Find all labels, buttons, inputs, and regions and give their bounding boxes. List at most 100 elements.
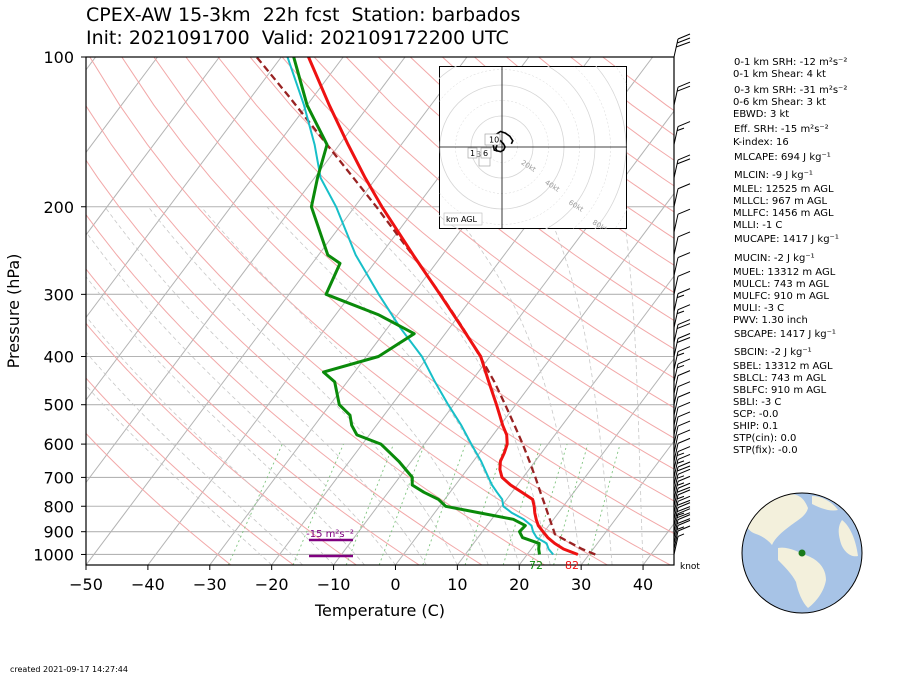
wind-barb [673, 33, 691, 58]
wind-barb [673, 519, 691, 544]
moist-adiabat [147, 206, 458, 565]
index-line: SBLFC: 910 m AGL [733, 385, 827, 396]
moist-adiabat [86, 315, 334, 565]
wind-barb [673, 514, 691, 538]
index-line: K-index: 16 [733, 137, 789, 148]
hodo-label-1: 1 [470, 149, 475, 158]
x-tick-label: 0 [390, 575, 400, 594]
wind-barb [673, 358, 691, 383]
wind-barb [673, 468, 691, 493]
wind-barb [673, 381, 691, 405]
wind-barb [673, 475, 691, 500]
index-line: 0-1 km SRH: -12 m²s⁻² [734, 57, 848, 68]
x-tick-label: −30 [193, 575, 227, 594]
index-line: MULCL: 743 m AGL [733, 279, 829, 290]
index-line: PWV: 1.30 inch [733, 315, 808, 326]
mixing-ratio-line [345, 443, 395, 565]
mixing-ratio-line [292, 443, 344, 565]
index-line: MULFC: 910 m AGL [733, 291, 829, 302]
index-line: MUEL: 13312 m AGL [733, 267, 836, 278]
created-timestamp: created 2021-09-17 14:27:44 [10, 665, 128, 674]
dry-adiabat [86, 322, 357, 565]
hodograph-height-labels: 10 1 3 6 [467, 133, 501, 167]
index-line: 0-3 km SRH: -31 m²s⁻² [734, 85, 848, 96]
y-tick-label: 500 [43, 396, 74, 415]
index-line: SBCAPE: 1417 J kg⁻¹ [734, 329, 836, 340]
index-line: MLCAPE: 694 J kg⁻¹ [734, 152, 831, 163]
dry-adiabat [185, 57, 674, 470]
y-tick-label: 1000 [33, 545, 74, 564]
mixing-ratio-line [530, 443, 568, 565]
hodograph-ring-label: 80kt [591, 218, 609, 229]
wind-barb [673, 533, 685, 555]
isotherm [395, 192, 674, 565]
moist-adiabat [447, 206, 582, 565]
mixing-ratio-line [378, 443, 426, 565]
wind-barb [673, 270, 691, 295]
dry-adiabat [377, 57, 674, 294]
y-tick-label: 600 [43, 435, 74, 454]
x-tick-label: −20 [255, 575, 289, 594]
dry-adiabat [121, 57, 674, 535]
wind-barb [673, 346, 691, 370]
wind-barb [673, 183, 691, 207]
wind-barb [673, 401, 691, 426]
wind-barb [673, 252, 691, 276]
chart-title-line1: CPEX-AW 15-3km 22h fcst Station: barbado… [86, 4, 521, 26]
index-line: MLLFC: 1456 m AGL [733, 208, 834, 219]
moist-adiabat [86, 276, 365, 565]
dry-adiabat [86, 105, 608, 565]
wind-barb [673, 502, 691, 526]
index-line: 0-1 km Shear: 4 kt [733, 69, 826, 80]
barb-unit-label: knot [680, 562, 700, 572]
dry-adiabat [89, 57, 671, 565]
wind-barb [673, 231, 691, 256]
index-line: MUCAPE: 1417 J kg⁻¹ [734, 234, 839, 245]
wind-barb [673, 411, 691, 436]
y-tick-label: 200 [43, 198, 74, 217]
wind-barb [673, 304, 691, 328]
wind-barb [673, 333, 691, 357]
moist-adiabat [104, 206, 427, 565]
isotherm [86, 57, 282, 319]
index-line: SHIP: 0.1 [733, 421, 779, 432]
index-line: MLLCL: 967 m AGL [733, 196, 828, 207]
wind-barb [673, 429, 691, 454]
y-tick-label: 800 [43, 497, 74, 516]
moist-adiabat [86, 384, 272, 565]
isotherm [518, 357, 674, 565]
dry-adiabat [345, 57, 674, 322]
wind-barb [673, 288, 691, 312]
wind-barb [673, 208, 691, 233]
dry-adiabat [86, 159, 545, 565]
x-tick-label: −40 [131, 575, 165, 594]
wind-barb [673, 420, 691, 445]
dewpoint-profile-line [292, 57, 541, 555]
index-line: SBLCL: 743 m AGL [733, 373, 827, 384]
isotherm [86, 57, 220, 236]
wetbulb-profile-line [286, 57, 554, 556]
hodo-label-6: 6 [483, 149, 488, 158]
y-tick-label: 300 [43, 285, 74, 304]
index-line: SCP: -0.0 [733, 409, 779, 420]
index-line: SBCIN: -2 J kg⁻¹ [734, 347, 812, 358]
x-tick-label: −50 [69, 575, 103, 594]
hodo-label-10: 10 [489, 136, 499, 145]
y-axis-label: Pressure (hPa) [4, 254, 23, 369]
y-tick-label: 100 [43, 48, 74, 67]
x-tick-label: 30 [571, 575, 591, 594]
wind-barb [673, 495, 691, 520]
wind-barbs [673, 33, 691, 555]
temperature-profile-line [307, 57, 579, 556]
isotherm [86, 57, 468, 565]
index-line: 0-6 km Shear: 3 kt [733, 97, 826, 108]
mixing-ratio-line [464, 443, 506, 565]
dry-adiabat [281, 57, 674, 379]
wind-barb [673, 154, 691, 179]
mixing-ratio-line [502, 443, 542, 565]
index-line: STP(cin): 0.0 [733, 433, 797, 444]
x-axis-label: Temperature (C) [314, 601, 445, 620]
